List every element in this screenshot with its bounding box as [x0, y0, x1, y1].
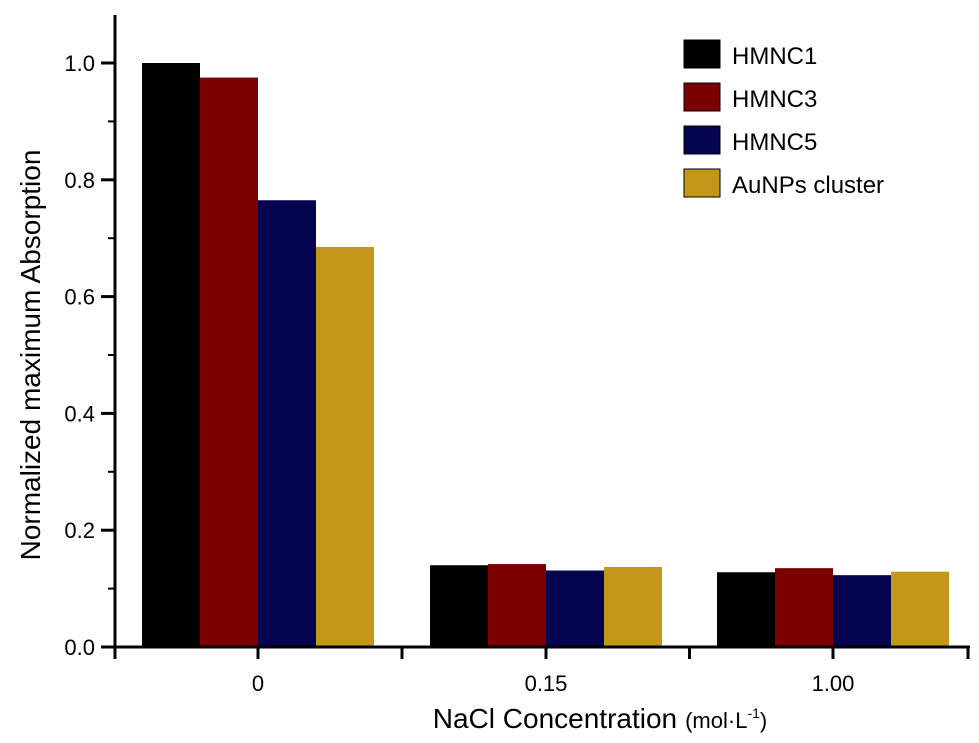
y-tick-label: 1.0 — [64, 51, 95, 76]
bar-aunps-cluster-1.00 — [891, 571, 949, 647]
y-tick-label: 0.6 — [64, 285, 95, 310]
y-axis-title: Normalized maximum Absorption — [15, 150, 46, 561]
y-tick-label: 0.0 — [64, 635, 95, 660]
legend-label-hmnc5: HMNC5 — [732, 129, 817, 156]
axes-layer — [113, 15, 970, 649]
y-tick-label: 0.4 — [64, 401, 95, 426]
x-axis-title-main: NaCl Concentration — [433, 703, 677, 734]
bar-hmnc5-1.00 — [833, 575, 891, 647]
x-axis-unit-superscript: -1 — [747, 705, 760, 721]
x-axis-unit-close: ) — [760, 708, 767, 733]
bar-hmnc3-0.15 — [488, 564, 546, 647]
bar-hmnc1-1.00 — [717, 572, 775, 647]
bar-hmnc1-0.15 — [430, 565, 488, 647]
bars-layer — [142, 63, 949, 648]
legend-label-aunps-cluster: AuNPs cluster — [732, 172, 884, 199]
x-tick-label: 1.00 — [812, 671, 855, 696]
bar-aunps-cluster-0.15 — [604, 566, 662, 647]
legend-label-hmnc3: HMNC3 — [732, 86, 817, 113]
legend-swatch-aunps-cluster — [683, 168, 721, 198]
x-tick-label: 0 — [252, 671, 264, 696]
bar-hmnc3-0 — [200, 77, 258, 648]
ticks-layer: 0.00.20.40.60.81.00 0.15 1.00 — [64, 51, 970, 696]
legend-swatch-hmnc3 — [683, 82, 721, 112]
bar-hmnc3-1.00 — [775, 568, 833, 647]
bar-hmnc1-0 — [142, 63, 200, 647]
x-axis-title: NaCl Concentration (mol·L-1) — [433, 703, 767, 734]
legend-swatch-hmnc1 — [683, 39, 721, 69]
bar-hmnc5-0 — [258, 200, 316, 648]
legend-label-hmnc1: HMNC1 — [732, 43, 817, 70]
x-axis-unit: (mol·L — [685, 708, 747, 733]
x-tick-label: 0.15 — [525, 671, 568, 696]
y-tick-label: 0.2 — [64, 518, 95, 543]
legend-swatch-hmnc5 — [683, 125, 721, 155]
y-tick-label: 0.8 — [64, 168, 95, 193]
legend: HMNC1 HMNC3 HMNC5 AuNPs cluster — [683, 39, 884, 199]
bar-hmnc5-0.15 — [546, 570, 604, 647]
bar-aunps-cluster-0 — [316, 246, 374, 647]
